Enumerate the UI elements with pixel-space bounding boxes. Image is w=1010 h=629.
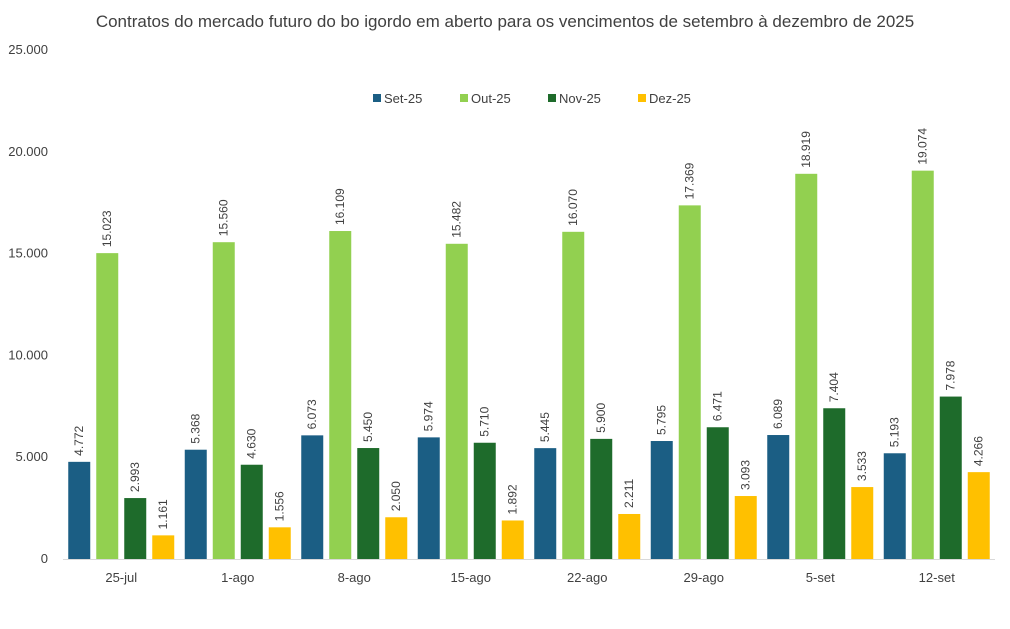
bar-dez-25-5-set [851,487,874,559]
y-tick-label: 10.000 [8,347,48,362]
bar-nov-25-12-set [939,396,962,559]
data-label: 4.772 [72,425,86,455]
bar-set-25-8-ago [301,435,324,559]
legend-label: Out-25 [471,91,511,106]
bars-group [68,170,990,560]
x-tick-label: 5-set [806,570,835,585]
data-label: 15.560 [217,199,231,236]
bar-nov-25-15-ago [473,442,496,559]
data-label: 5.450 [361,412,375,442]
legend-swatch-set-25 [373,94,381,102]
legend-swatch-out-25 [460,94,468,102]
x-tick-label: 22-ago [567,570,607,585]
y-axis: 0 5.000 10.000 15.000 20.000 25.000 [8,42,48,566]
x-tick-label: 8-ago [338,570,371,585]
legend-label: Nov-25 [559,91,601,106]
data-label: 6.089 [771,399,785,429]
x-tick-label: 12-set [919,570,956,585]
bar-nov-25-25-jul [124,498,147,559]
legend-swatch-nov-25 [548,94,556,102]
legend-label: Set-25 [384,91,422,106]
x-tick-label: 15-ago [451,570,491,585]
bar-set-25-1-ago [184,449,207,559]
data-label: 6.471 [711,391,725,421]
data-label: 16.070 [566,189,580,226]
data-label: 16.109 [333,188,347,225]
bar-dez-25-1-ago [268,527,291,559]
bar-out-25-25-jul [96,253,119,559]
data-label: 1.892 [506,484,520,514]
bar-nov-25-1-ago [240,464,263,559]
bar-dez-25-29-ago [734,496,757,559]
bar-dez-25-15-ago [501,520,524,559]
data-label: 7.404 [827,372,841,402]
x-tick-label: 25-jul [105,570,137,585]
data-label: 5.974 [422,401,436,431]
y-tick-label: 25.000 [8,42,48,57]
chart-title: Contratos do mercado futuro do bo igordo… [96,12,914,31]
bar-dez-25-22-ago [618,513,641,559]
legend-label: Dez-25 [649,91,691,106]
data-label: 7.978 [944,360,958,390]
bar-set-25-5-set [767,435,790,559]
bar-nov-25-29-ago [706,427,729,559]
y-tick-label: 15.000 [8,246,48,261]
data-labels-group: 4.772 15.023 2.993 1.161 5.368 15.560 4.630 1.5… [72,128,986,530]
bar-set-25-15-ago [417,437,440,559]
data-label: 18.919 [799,131,813,168]
data-label: 5.193 [888,417,902,447]
bar-dez-25-25-jul [152,535,175,559]
x-axis: 25-jul 1-ago 8-ago 15-ago 22-ago 29-ago 5-set 1… [105,570,955,585]
bar-out-25-12-set [911,170,934,559]
data-label: 2.211 [622,479,636,508]
bar-out-25-15-ago [445,243,468,559]
data-label: 17.369 [683,162,697,199]
data-label: 2.050 [389,481,403,511]
data-label: 3.093 [739,460,753,490]
data-label: 19.074 [916,128,930,165]
data-label: 15.482 [450,201,464,238]
legend: Set-25 Out-25 Nov-25 Dez-25 [373,91,691,106]
bar-nov-25-22-ago [590,438,613,559]
bar-set-25-22-ago [534,448,557,559]
data-label: 4.266 [972,436,986,466]
bar-set-25-29-ago [650,441,673,559]
data-label: 5.445 [538,412,552,442]
bar-set-25-12-set [883,453,906,559]
bar-out-25-22-ago [562,231,585,559]
bar-nov-25-8-ago [357,448,380,559]
x-tick-label: 29-ago [684,570,724,585]
bar-set-25-25-jul [68,461,91,559]
bar-dez-25-12-set [967,472,990,559]
y-tick-label: 5.000 [15,449,48,464]
data-label: 1.556 [273,491,287,521]
bar-out-25-5-set [795,173,818,560]
data-label: 15.023 [100,210,114,247]
data-label: 3.533 [855,451,869,481]
y-tick-label: 0 [41,551,48,566]
data-label: 5.795 [655,405,669,435]
legend-swatch-dez-25 [638,94,646,102]
x-tick-label: 1-ago [221,570,254,585]
data-label: 5.710 [478,406,492,436]
bar-out-25-8-ago [329,231,352,560]
bar-out-25-1-ago [212,242,235,559]
bar-dez-25-8-ago [385,517,408,559]
data-label: 2.993 [128,462,142,492]
data-label: 5.900 [594,403,608,433]
data-label: 5.368 [189,413,203,443]
data-label: 1.161 [156,499,170,529]
data-label: 4.630 [245,428,259,458]
data-label: 6.073 [305,399,319,429]
bar-out-25-29-ago [678,205,701,559]
bar-nov-25-5-set [823,408,846,559]
y-tick-label: 20.000 [8,144,48,159]
